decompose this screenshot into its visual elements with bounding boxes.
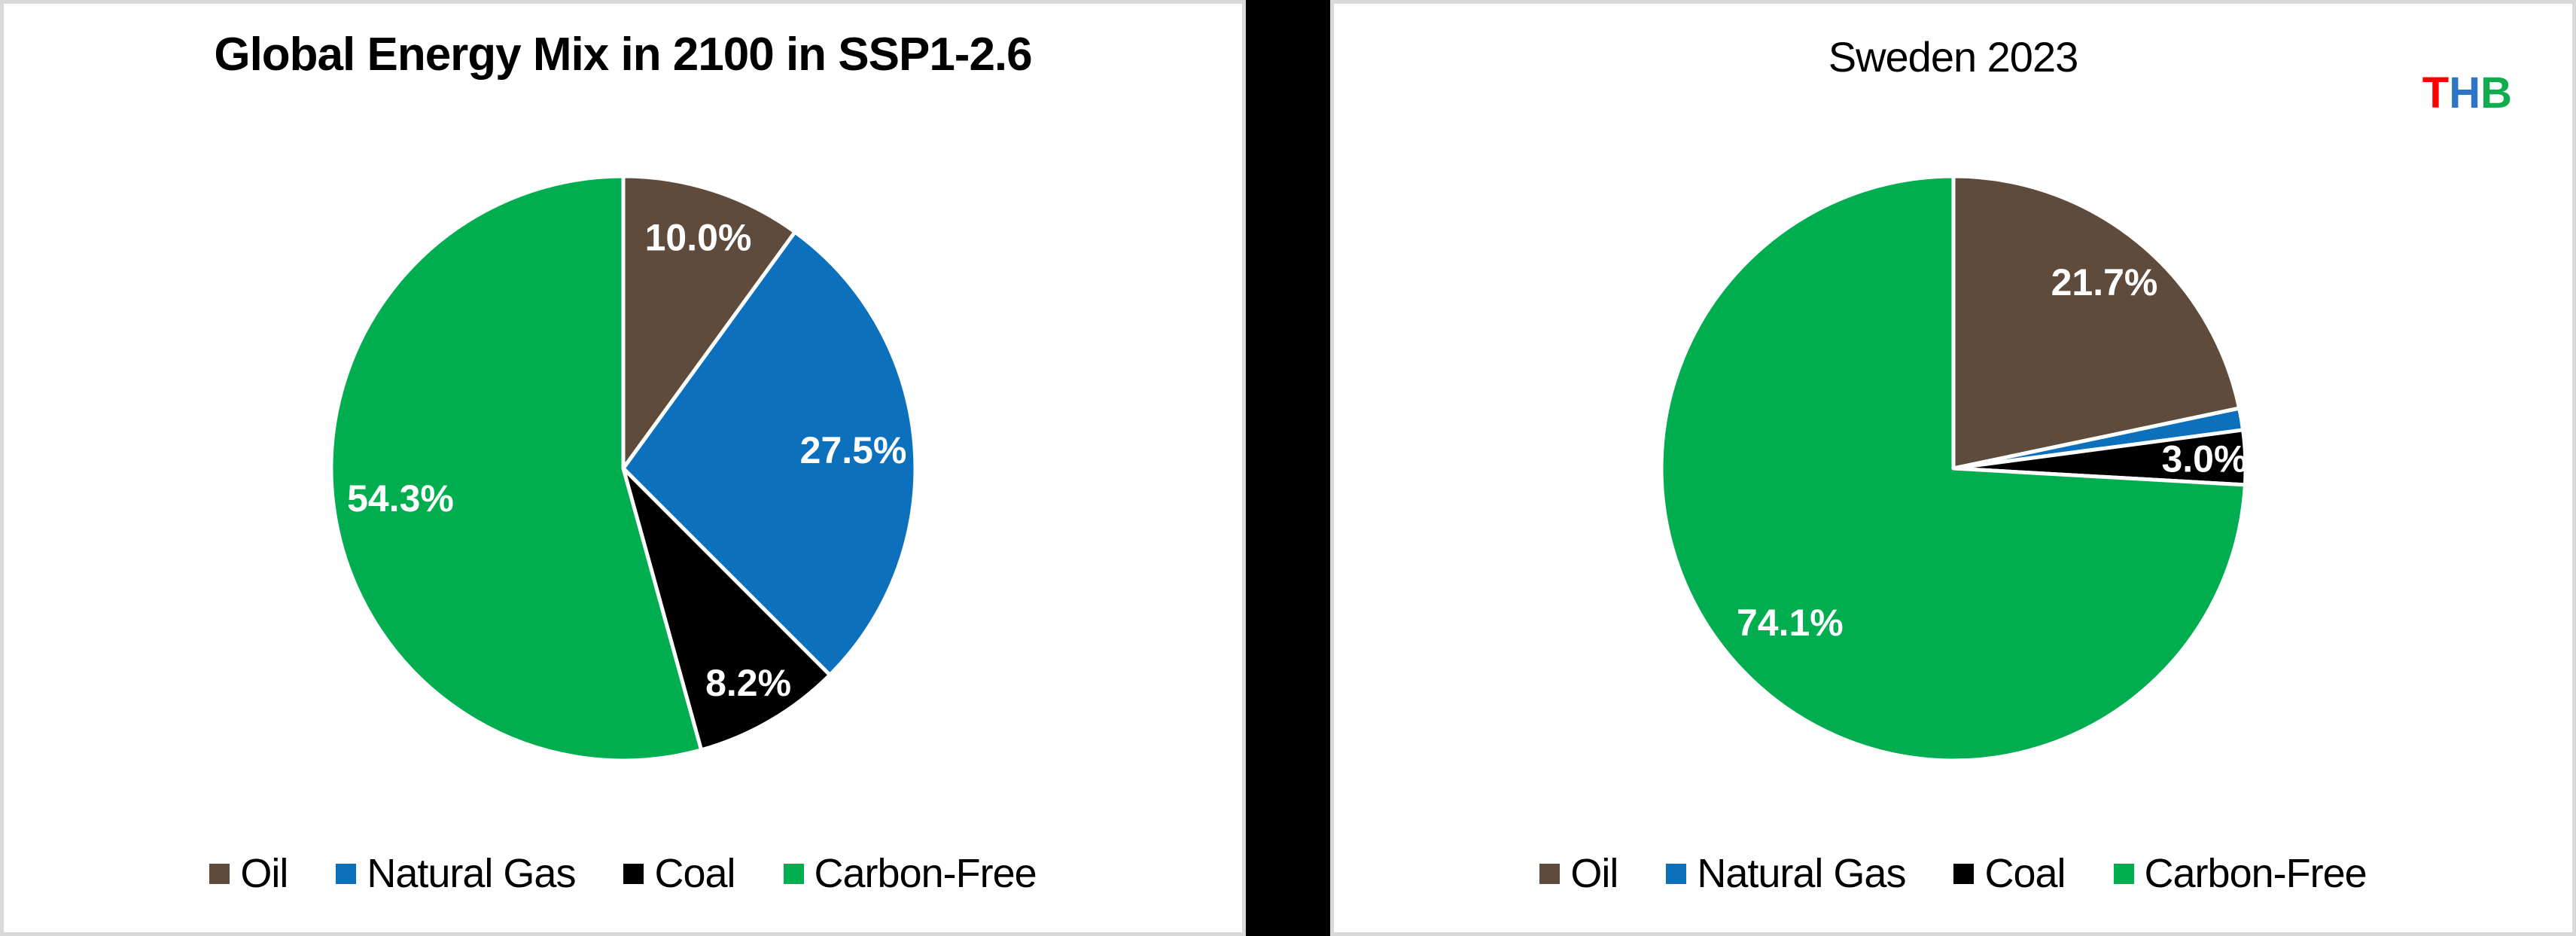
pie-chart-sweden: 21.7% 3.0% 74.1% xyxy=(1658,172,2249,764)
pie-slice-carbon-free xyxy=(329,174,703,763)
pie-chart-global: 10.0% 27.5% 8.2% 54.3% xyxy=(327,172,919,764)
legend-item-coal: Coal xyxy=(623,850,736,897)
legend-swatch xyxy=(1953,863,1975,884)
legend-swatch xyxy=(1539,863,1561,884)
legend-label: Coal xyxy=(1984,851,2066,896)
slice-label-coal: 3.0% xyxy=(2161,438,2247,480)
legend-swatch xyxy=(2113,863,2134,884)
legend-label: Natural Gas xyxy=(367,851,576,896)
legend-item-natural-gas: Natural Gas xyxy=(1666,850,1906,897)
slice-label-oil: 21.7% xyxy=(2051,261,2157,303)
legend-item-oil: Oil xyxy=(209,850,288,897)
legend-item-natural-gas: Natural Gas xyxy=(336,850,576,897)
legend-swatch xyxy=(623,863,644,884)
legend-sweden: Oil Natural Gas Coal Carbon-Free xyxy=(1334,850,2572,897)
pie-svg-global: 10.0% 27.5% 8.2% 54.3% xyxy=(329,174,917,763)
legend-swatch xyxy=(209,863,230,884)
legend-label: Coal xyxy=(654,851,735,896)
pie-slice-coal xyxy=(621,466,832,752)
logo-letter-t: T xyxy=(2422,69,2450,117)
legend-label: Natural Gas xyxy=(1697,851,1906,896)
pie-svg-sweden: 21.7% 3.0% 74.1% xyxy=(1659,174,2247,763)
legend-swatch xyxy=(1666,863,1687,884)
logo-letter-b: B xyxy=(2480,69,2512,117)
pie-slice-natural-gas xyxy=(621,230,917,677)
legend-swatch xyxy=(783,863,804,884)
legend-swatch xyxy=(336,863,357,884)
chart-panel-sweden: Sweden 2023 THB 21.7% 3.0% 74.1% Oil Natura… xyxy=(1330,0,2576,936)
slice-label-natural-gas: 27.5% xyxy=(799,429,906,471)
pie-slice-oil xyxy=(1951,174,2241,471)
legend-label: Oil xyxy=(240,851,288,896)
legend-item-oil: Oil xyxy=(1539,850,1618,897)
slice-label-coal: 8.2% xyxy=(705,662,791,704)
slice-label-carbon-free: 74.1% xyxy=(1736,602,1843,644)
legend-label: Carbon-Free xyxy=(814,851,1037,896)
pie-slice-oil xyxy=(621,174,797,471)
slice-label-carbon-free: 54.3% xyxy=(347,477,454,520)
legend-item-carbon-free: Carbon-Free xyxy=(783,850,1037,897)
legend-item-carbon-free: Carbon-Free xyxy=(2113,850,2367,897)
legend-global: Oil Natural Gas Coal Carbon-Free xyxy=(4,850,1242,897)
legend-label: Carbon-Free xyxy=(2144,851,2367,896)
slice-label-oil: 10.0% xyxy=(644,217,751,259)
chart-title-global: Global Energy Mix in 2100 in SSP1-2.6 xyxy=(214,29,1032,81)
legend-label: Oil xyxy=(1570,851,1618,896)
logo-letter-h: H xyxy=(2449,69,2481,117)
chart-panel-global: Global Energy Mix in 2100 in SSP1-2.6 10… xyxy=(0,0,1246,936)
chart-title-sweden: Sweden 2023 xyxy=(1828,33,2079,81)
legend-item-coal: Coal xyxy=(1953,850,2066,897)
thb-logo: THB xyxy=(2422,72,2512,115)
divider-bar xyxy=(1246,0,1330,936)
pie-slice-carbon-free xyxy=(1659,174,2247,763)
